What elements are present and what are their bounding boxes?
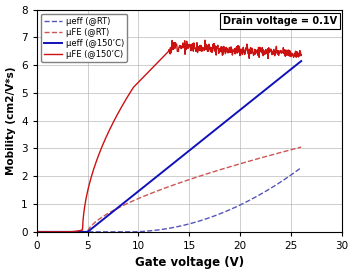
μeff (@RT) (225, 209, 230, 212)
μeff (@RT) (139, 230, 144, 233)
μFE (@150’C) (203, 39, 207, 42)
μeff (@150’C) (201, 138, 205, 141)
μFE (@RT) (121, 204, 125, 207)
μeff (@RT) (201, 218, 205, 221)
μFE (@150’C) (235, 47, 240, 50)
X-axis label: Gate voltage (V): Gate voltage (V) (135, 257, 244, 269)
μFE (@RT) (299, 145, 303, 149)
Line: μFE (@RT): μFE (@RT) (37, 147, 301, 232)
μeff (@RT) (227, 208, 231, 212)
μFE (@RT) (227, 165, 231, 169)
Text: Drain voltage = 0.1V: Drain voltage = 0.1V (223, 16, 337, 26)
Line: μeff (@150’C): μeff (@150’C) (37, 61, 301, 232)
μFE (@150’C) (51, 230, 55, 233)
μFE (@150’C) (195, 48, 199, 51)
Y-axis label: Mobility (cm2/V*s): Mobility (cm2/V*s) (6, 67, 16, 175)
μeff (@RT) (67, 230, 71, 233)
μFE (@150’C) (35, 230, 39, 233)
μeff (@RT) (121, 230, 125, 233)
μFE (@RT) (35, 230, 39, 233)
μeff (@150’C) (67, 230, 71, 233)
μFE (@150’C) (188, 44, 193, 47)
μeff (@150’C) (121, 202, 125, 205)
Legend: μeff (@RT), μFE (@RT), μeff (@150’C), μFE (@150’C): μeff (@RT), μFE (@RT), μeff (@150’C), μF… (41, 14, 127, 62)
μeff (@150’C) (225, 118, 230, 122)
μeff (@150’C) (299, 59, 303, 63)
μeff (@150’C) (227, 117, 231, 120)
μFE (@RT) (225, 166, 230, 169)
μFE (@150’C) (263, 52, 267, 55)
μeff (@150’C) (139, 187, 144, 191)
μFE (@150’C) (299, 53, 303, 56)
μFE (@RT) (67, 230, 71, 233)
μeff (@RT) (299, 166, 303, 169)
Line: μeff (@RT): μeff (@RT) (37, 168, 301, 232)
μFE (@RT) (201, 173, 205, 177)
Line: μFE (@150’C): μFE (@150’C) (37, 40, 301, 232)
μFE (@RT) (139, 196, 144, 199)
μeff (@RT) (35, 230, 39, 233)
μFE (@150’C) (204, 42, 208, 46)
μeff (@150’C) (35, 230, 39, 233)
